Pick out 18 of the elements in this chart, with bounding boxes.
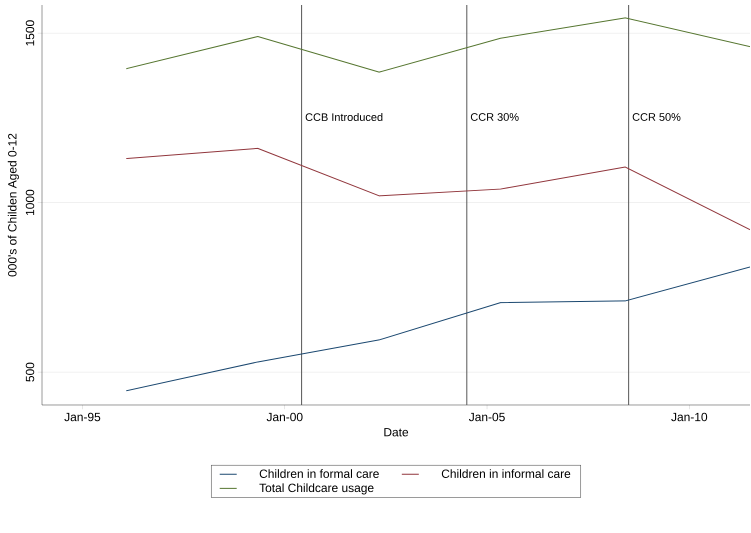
x-tick-label: Jan-95 [64,412,100,422]
ref-line-label: CCB Introduced [306,112,382,122]
legend-label: Children in formal care [260,469,379,478]
x-tick-label: Jan-05 [468,412,505,422]
line-series [126,17,750,73]
x-tick-label: Jan-10 [671,412,708,422]
ref-line-label: CCR 50% [632,113,680,121]
y-tick-label: 1500 [26,20,34,46]
legend-label: Children in informal care [442,469,570,478]
line-series [126,266,750,392]
legend-label: Total Childcare usage [259,483,374,494]
y-tick-label: 500 [26,362,34,382]
y-axis-title: 000's of Childen Aged 0-12 [8,134,19,276]
ref-line-label: CCR 30% [470,113,519,121]
x-tick-label: Jan-00 [266,412,303,422]
x-axis-title: Date [384,428,408,436]
y-tick-label: 1000 [26,190,34,216]
line-series [126,148,750,230]
